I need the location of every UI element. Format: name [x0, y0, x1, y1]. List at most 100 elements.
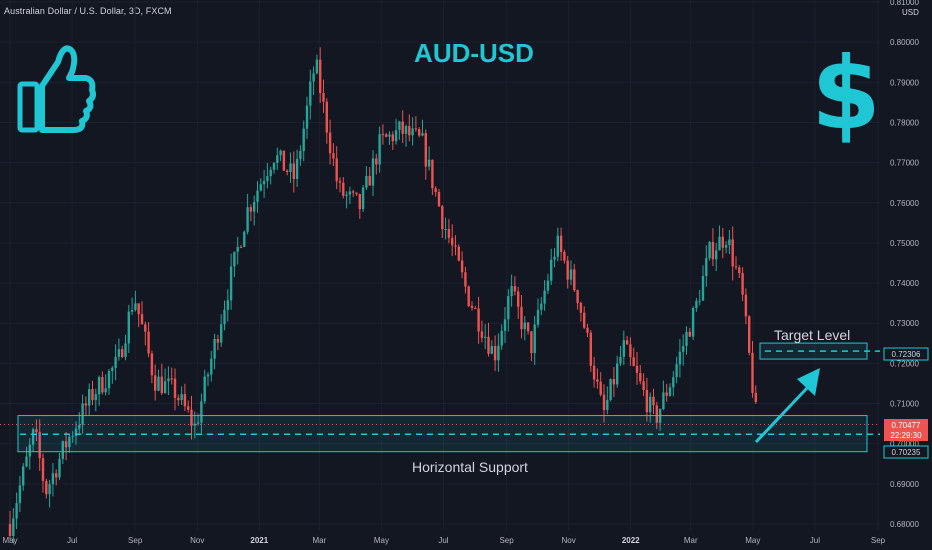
candle-body: [517, 291, 520, 307]
date-tick-label: May: [745, 536, 760, 545]
candle: [490, 340, 493, 355]
candle: [81, 394, 84, 434]
candle-body: [312, 73, 315, 82]
candle: [526, 321, 530, 335]
candle-body: [559, 235, 563, 252]
candle: [150, 350, 154, 384]
candle-body: [513, 286, 517, 292]
candle-body: [81, 403, 84, 425]
candle-body: [266, 176, 269, 182]
candle-body: [272, 163, 276, 170]
candle-body: [619, 356, 622, 364]
price-tick-label: 0.77000: [890, 159, 919, 168]
candle-body: [530, 331, 533, 354]
price-tick-label: 0.69000: [890, 480, 919, 489]
candle-body: [381, 134, 385, 136]
candle-body: [388, 134, 391, 137]
candle: [190, 395, 193, 440]
candle: [721, 227, 724, 259]
candle: [688, 327, 691, 338]
candle: [147, 322, 150, 358]
candle: [635, 352, 639, 385]
candle-body: [510, 286, 513, 297]
candle-body: [744, 294, 748, 317]
candle: [84, 396, 88, 416]
candle-body: [190, 409, 193, 426]
candle: [457, 244, 460, 262]
candle-body: [464, 272, 467, 287]
candle-body: [444, 228, 447, 230]
candle: [391, 131, 394, 150]
candle: [741, 267, 744, 302]
candle: [134, 290, 137, 312]
candle-body: [391, 134, 394, 142]
candle-body: [616, 363, 619, 385]
candle-body: [371, 158, 375, 186]
candle-body: [678, 351, 682, 365]
candle-body: [302, 128, 305, 152]
candle-body: [536, 309, 540, 325]
candle: [622, 330, 625, 366]
candle: [28, 438, 31, 470]
candle: [625, 335, 629, 345]
price-tick-label: 0.76000: [890, 199, 919, 208]
candle: [309, 69, 312, 120]
candle: [272, 161, 276, 174]
candle: [606, 386, 609, 415]
candle: [286, 169, 289, 176]
candle-body: [193, 423, 196, 426]
candle-body: [490, 346, 493, 354]
candle: [691, 306, 695, 341]
candle-body: [78, 424, 81, 429]
price-axis: 0.81000 0.80000 0.79000 0.78000 0.77000 0.760…: [890, 0, 919, 529]
candle: [358, 193, 361, 219]
candle: [507, 289, 510, 332]
candle: [71, 431, 74, 443]
candle-body: [411, 128, 414, 136]
candle-body: [404, 126, 408, 134]
candle-body: [728, 239, 731, 246]
candle-body: [523, 322, 526, 330]
candle: [731, 226, 734, 281]
candle: [31, 427, 35, 452]
candle: [216, 334, 220, 351]
candle: [276, 147, 279, 170]
candle-body: [553, 256, 556, 260]
candle: [345, 191, 348, 209]
candle-body: [691, 308, 695, 337]
candle: [239, 245, 243, 249]
candle-body: [48, 484, 51, 495]
candle: [68, 434, 71, 453]
candle-body: [401, 121, 404, 134]
candle: [668, 383, 672, 397]
candle-body: [55, 473, 58, 478]
candle: [434, 186, 437, 197]
candle-body: [487, 336, 490, 354]
candle-body: [408, 126, 411, 136]
annotations: USD AUD-USD $ Target Level Horizontal Su…: [17, 8, 929, 475]
symbol-title: Australian Dollar / U.S. Dollar, 3D, FXC…: [4, 6, 172, 16]
candle: [744, 288, 748, 325]
candle: [698, 289, 701, 306]
candle-body: [223, 309, 226, 325]
candle-body: [74, 428, 78, 437]
candle-body: [385, 134, 388, 137]
candle: [246, 193, 249, 235]
candle: [48, 480, 51, 508]
candle-body: [107, 370, 111, 389]
candle-body: [655, 405, 658, 423]
candle-body: [705, 258, 708, 276]
candle: [74, 421, 78, 445]
target-price-text: 0.72306: [892, 350, 921, 359]
candle: [312, 66, 315, 95]
candle-body: [154, 375, 157, 391]
candle-body: [150, 353, 154, 376]
horizontal-support-label: Horizontal Support: [412, 459, 528, 475]
candle: [130, 297, 134, 316]
date-tick-label: Jul: [67, 536, 77, 545]
candle: [497, 333, 500, 372]
candle: [253, 195, 256, 226]
candle-body: [243, 231, 246, 247]
candle-body: [22, 466, 25, 486]
